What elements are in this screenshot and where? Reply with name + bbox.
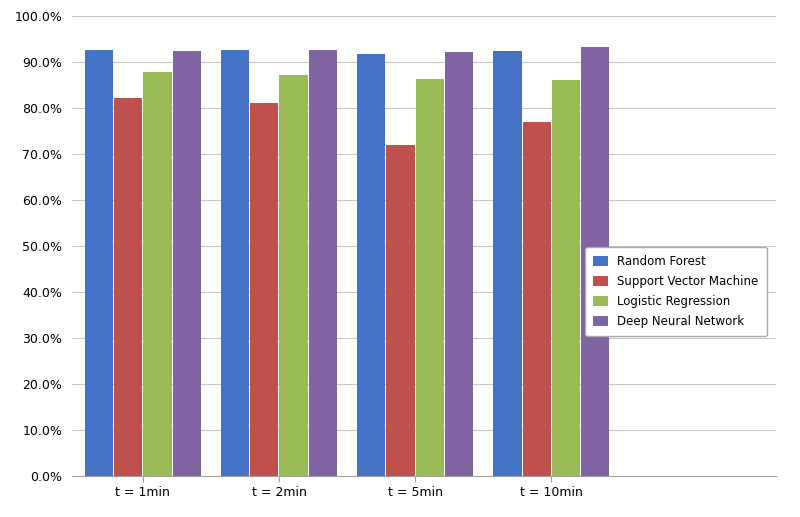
Legend: Random Forest, Support Vector Machine, Logistic Regression, Deep Neural Network: Random Forest, Support Vector Machine, L… [585, 247, 766, 337]
Bar [173, 51, 201, 476]
Bar [357, 54, 386, 476]
Bar [114, 98, 142, 476]
Bar [581, 47, 610, 476]
Bar [85, 50, 113, 476]
Bar [552, 80, 580, 476]
Bar [445, 52, 474, 476]
Bar [221, 50, 249, 476]
Bar [494, 51, 522, 476]
Bar [522, 122, 551, 476]
Bar [250, 103, 278, 476]
Bar [279, 75, 308, 476]
Bar [416, 79, 444, 476]
Bar [386, 145, 414, 476]
Bar [309, 51, 337, 476]
Bar [143, 72, 171, 476]
